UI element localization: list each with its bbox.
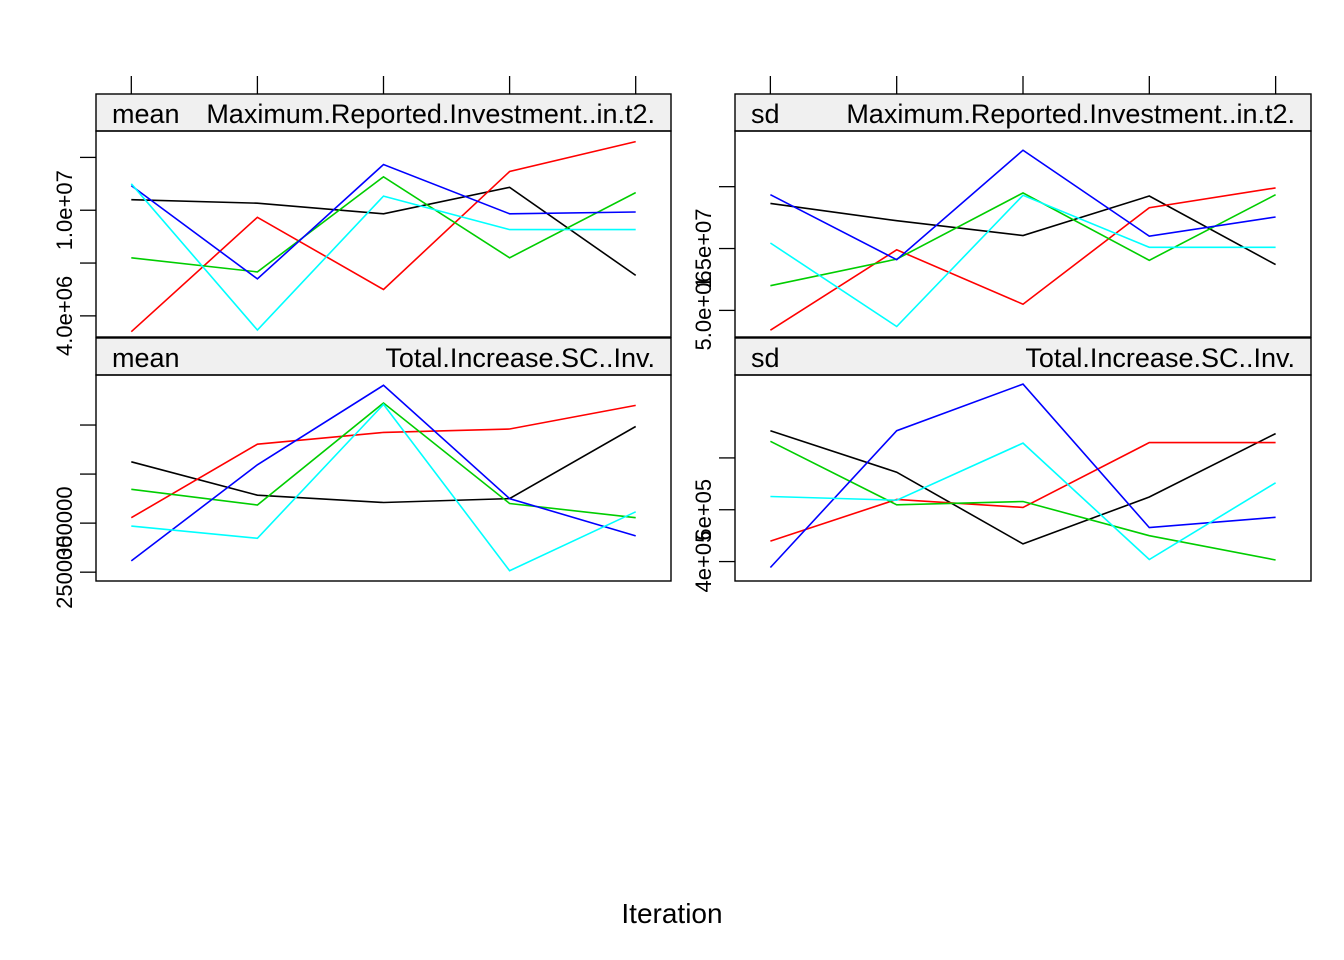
panel-2-chain-2-line [769, 187, 1276, 331]
panel-4-chain-3-line [770, 440, 1276, 561]
panel-2-stat-label: sd [751, 99, 780, 129]
panel-1-variable-label: Maximum.Reported.Investment..in.t2. [206, 99, 655, 129]
panel-4-chain-1-line [770, 429, 1276, 545]
panel-3-chain-2-line [130, 404, 636, 519]
panel-1-strip [95, 93, 672, 132]
panel-3-y-tick-label-1: 250000 [52, 535, 77, 608]
panel-4-chain-2-line [770, 441, 1276, 542]
panel-2-chain-3-line [770, 191, 1276, 287]
panel-4-chain-4-line [769, 383, 1276, 569]
panel-1-chain-3-line [131, 175, 637, 273]
panel-1-chain-4-line [130, 163, 636, 280]
panel-4-y-tick-label-1: 4e+05 [691, 531, 716, 593]
panel-2-chain-1-line [770, 195, 1276, 266]
panel-3-y-tick-label-2: 350000 [52, 486, 77, 559]
panel-4-border [734, 374, 1312, 582]
panel-2-chain-4-line [770, 149, 1276, 261]
panel-1-stat-label: mean [112, 99, 180, 129]
panel-3-chain-1-line [131, 425, 637, 504]
panel-1-y-tick-label-3: 1.0e+07 [52, 170, 77, 250]
panel-4-variable-label: Total.Increase.SC..Inv. [1025, 343, 1295, 373]
panel-2-border [734, 130, 1312, 338]
panel-2-variable-label: Maximum.Reported.Investment..in.t2. [846, 99, 1295, 129]
panel-1-chain-1-line [131, 186, 637, 277]
panel-3-chain-5-line [131, 403, 637, 572]
panel-4-chain-5-line [770, 442, 1277, 561]
panel-1-chain-2-line [130, 140, 636, 333]
panel-3-stat-label: mean [112, 343, 180, 373]
x-axis-label: Iteration [621, 898, 723, 929]
panel-4-stat-label: sd [751, 343, 780, 373]
panel-2-chain-5-line [769, 194, 1276, 328]
panel-4-strip [734, 337, 1312, 376]
panel-4-y-tick-label-2: 6e+05 [691, 479, 716, 541]
panel-1-chain-5-line [130, 183, 636, 332]
panel-2-y-tick-label-2: 1.5e+07 [691, 208, 716, 288]
panel-3-variable-label: Total.Increase.SC..Inv. [385, 343, 655, 373]
panel-3-chain-3-line [131, 401, 636, 519]
panel-1-border [95, 130, 672, 338]
panel-2-y-tick-label-1: 5.0e+06 [691, 270, 716, 350]
panel-1-y-tick-label-1: 4.0e+06 [52, 276, 77, 356]
panel-3-chain-4-line [130, 384, 636, 562]
panel-3-border [95, 374, 672, 582]
panel-3-strip [95, 337, 672, 376]
